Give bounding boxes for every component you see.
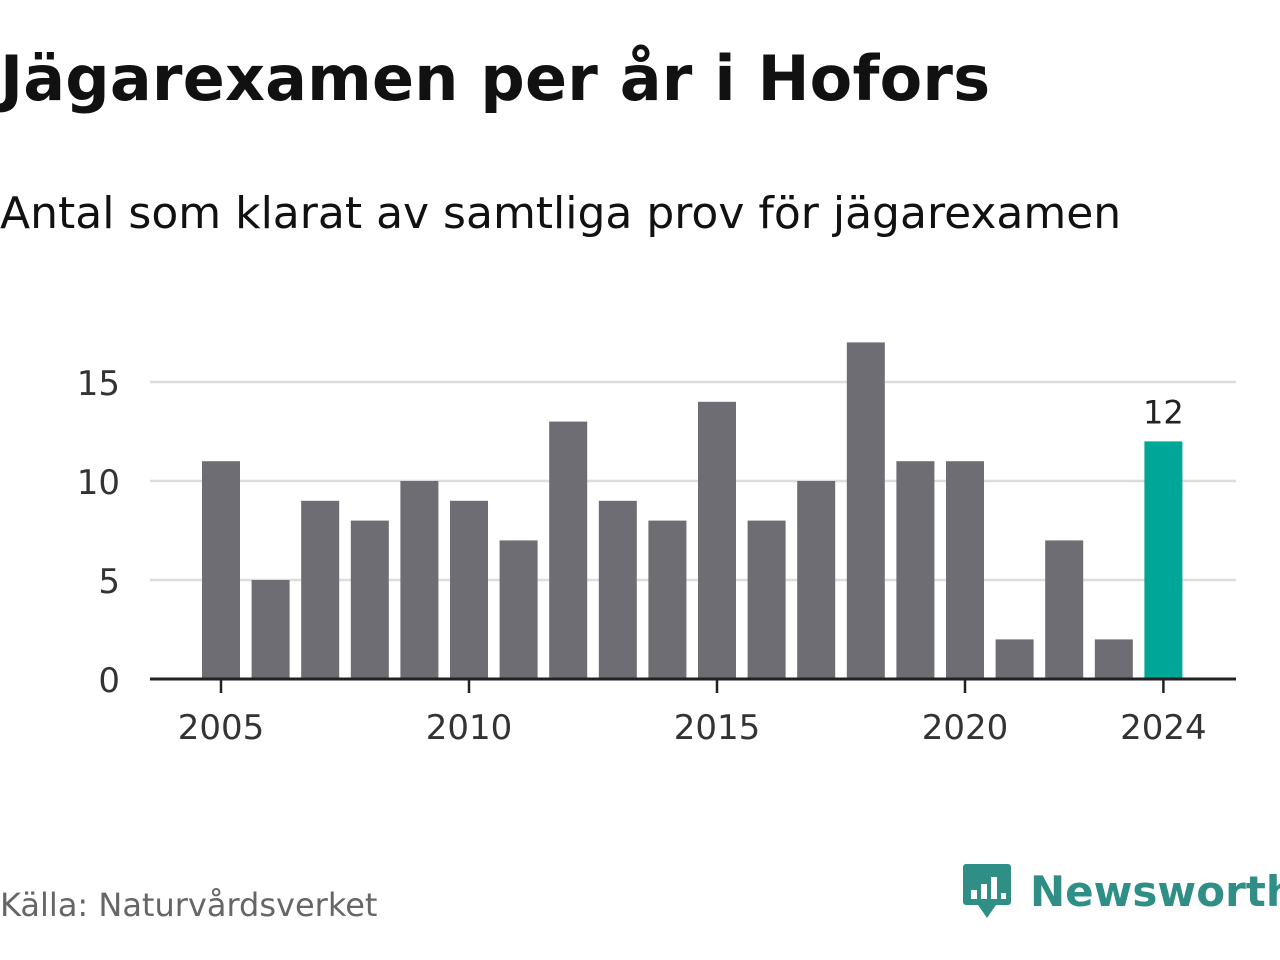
bar-2012 bbox=[549, 421, 588, 679]
y-tick-label-0: 0 bbox=[98, 661, 120, 701]
bar-2021 bbox=[995, 639, 1034, 679]
bar-2018 bbox=[846, 342, 885, 679]
bar-2006 bbox=[251, 580, 290, 679]
brand-name: Newsworthy bbox=[1030, 866, 1280, 916]
bar-2024 bbox=[1144, 441, 1183, 679]
axes bbox=[150, 677, 1236, 693]
bar-2019 bbox=[896, 461, 935, 679]
bar-2009 bbox=[400, 481, 439, 679]
bar-2010 bbox=[450, 500, 488, 679]
bar-2013 bbox=[598, 500, 637, 679]
source-note: Källa: Naturvårdsverket bbox=[0, 886, 378, 924]
bar-2016 bbox=[747, 520, 786, 679]
bar-2005 bbox=[202, 461, 240, 679]
x-tick-label-2024: 2024 bbox=[1120, 708, 1207, 748]
y-tick-label-5: 5 bbox=[98, 562, 120, 602]
x-tick-label-2020: 2020 bbox=[922, 708, 1009, 748]
bars bbox=[202, 342, 1183, 679]
bar-2015 bbox=[698, 401, 736, 679]
bar-2008 bbox=[350, 520, 389, 679]
chart-title: Jägarexamen per år i Hofors bbox=[0, 42, 991, 115]
bar-2014 bbox=[648, 520, 687, 679]
x-tick-label-2015: 2015 bbox=[674, 708, 761, 748]
bar-2011 bbox=[499, 540, 538, 679]
bar-2007 bbox=[301, 500, 340, 679]
brand-logo: Newsworthy bbox=[962, 862, 1280, 920]
y-tick-label-15: 15 bbox=[77, 364, 120, 404]
highlight-value-label: 12 bbox=[1143, 393, 1184, 431]
bar-2023 bbox=[1094, 639, 1133, 679]
x-tick-label-2005: 2005 bbox=[178, 708, 265, 748]
bar-2017 bbox=[797, 481, 836, 679]
bar-2020 bbox=[946, 461, 984, 679]
y-tick-label-10: 10 bbox=[77, 463, 120, 503]
labels: 0 5 10 15 2005 2010 2015 2020 2024 12 bbox=[77, 364, 1207, 748]
chart-subtitle: Antal som klarat av samtliga prov för jä… bbox=[0, 188, 1122, 239]
bar-chart: 0 5 10 15 2005 2010 2015 2020 2024 12 bbox=[77, 342, 1236, 748]
newsworthy-logo-icon bbox=[963, 864, 1011, 918]
x-tick-label-2010: 2010 bbox=[426, 708, 513, 748]
bar-2022 bbox=[1045, 540, 1084, 679]
